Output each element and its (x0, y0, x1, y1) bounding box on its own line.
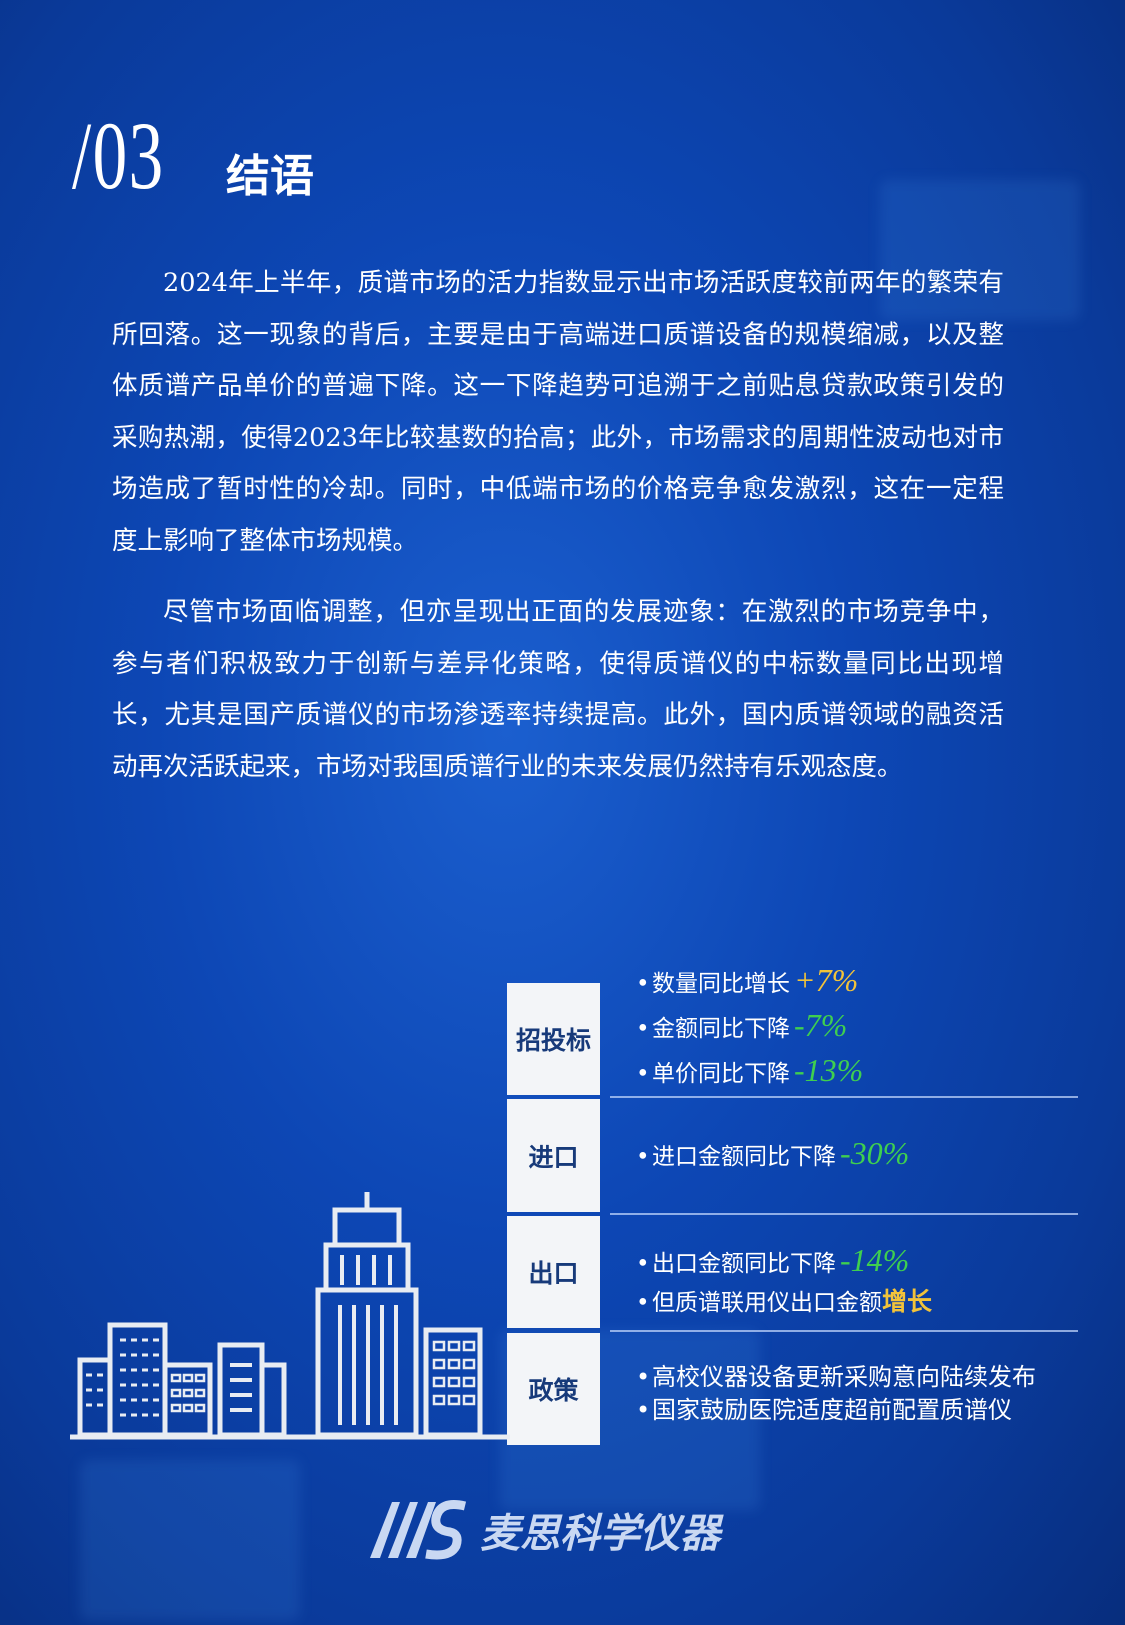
list-item: •国家鼓励医院适度超前配置质谱仪 (636, 1390, 1012, 1425)
item-text: 金额同比下降 (652, 1016, 790, 1042)
item-value: -30% (840, 1135, 910, 1171)
bullet: • (636, 1061, 650, 1087)
list-item: • 数量同比增长 +7% (636, 962, 858, 999)
divider (610, 1096, 1078, 1098)
item-text: 高校仪器设备更新采购意向陆续发布 (652, 1363, 1036, 1391)
section-title: 结语 (226, 151, 314, 202)
list-item: • 但质谱联用仪出口金额增长 (636, 1282, 932, 1318)
bullet: • (636, 1363, 651, 1391)
list-item: • 单价同比下降 -13% (636, 1052, 863, 1089)
section-number: /03 (72, 102, 165, 209)
list-item: • 金额同比下降 -7% (636, 1007, 847, 1044)
item-text: 进口金额同比下降 (652, 1144, 836, 1170)
list-item: • 进口金额同比下降 -30% (636, 1135, 909, 1172)
bullet: • (636, 1016, 650, 1042)
list-item: • 出口金额同比下降 -14% (636, 1242, 909, 1279)
category-bidding: 招投标 (507, 983, 600, 1095)
item-value: -14% (840, 1242, 910, 1278)
bullet: • (636, 971, 650, 997)
bullet: • (636, 1396, 651, 1424)
divider (610, 1330, 1078, 1332)
city-skyline-illustration (70, 1192, 510, 1440)
category-policy: 政策 (507, 1333, 600, 1445)
category-import: 进口 (507, 1099, 600, 1212)
bullet: • (636, 1290, 650, 1316)
item-text: 数量同比增长 (652, 971, 790, 997)
item-text: 出口金额同比下降 (652, 1251, 836, 1277)
divider (610, 1213, 1078, 1215)
item-value: -13% (794, 1052, 864, 1088)
paragraph-2: 尽管市场面临调整，但亦呈现出正面的发展迹象：在激烈的市场竞争中，参与者们积极致力… (112, 597, 1004, 782)
item-value: -7% (794, 1007, 848, 1043)
item-text: 但质谱联用仪出口金额 (652, 1290, 882, 1316)
item-text: 国家鼓励医院适度超前配置质谱仪 (652, 1396, 1012, 1424)
ms-logo-mark (370, 1500, 467, 1560)
item-value: 增长 (882, 1287, 933, 1316)
item-value: +7% (794, 962, 859, 998)
bullet: • (636, 1144, 650, 1170)
list-item: •高校仪器设备更新采购意向陆续发布 (636, 1357, 1036, 1392)
company-name: 麦思科学仪器 (480, 1511, 720, 1557)
paragraph-1: 2024年上半年，质谱市场的活力指数显示出市场活跃度较前两年的繁荣有所回落。这一… (112, 268, 1004, 556)
company-logo: 麦思科学仪器 (370, 1500, 720, 1560)
category-export: 出口 (507, 1216, 600, 1328)
item-text: 单价同比下降 (652, 1061, 790, 1087)
bullet: • (636, 1251, 650, 1277)
